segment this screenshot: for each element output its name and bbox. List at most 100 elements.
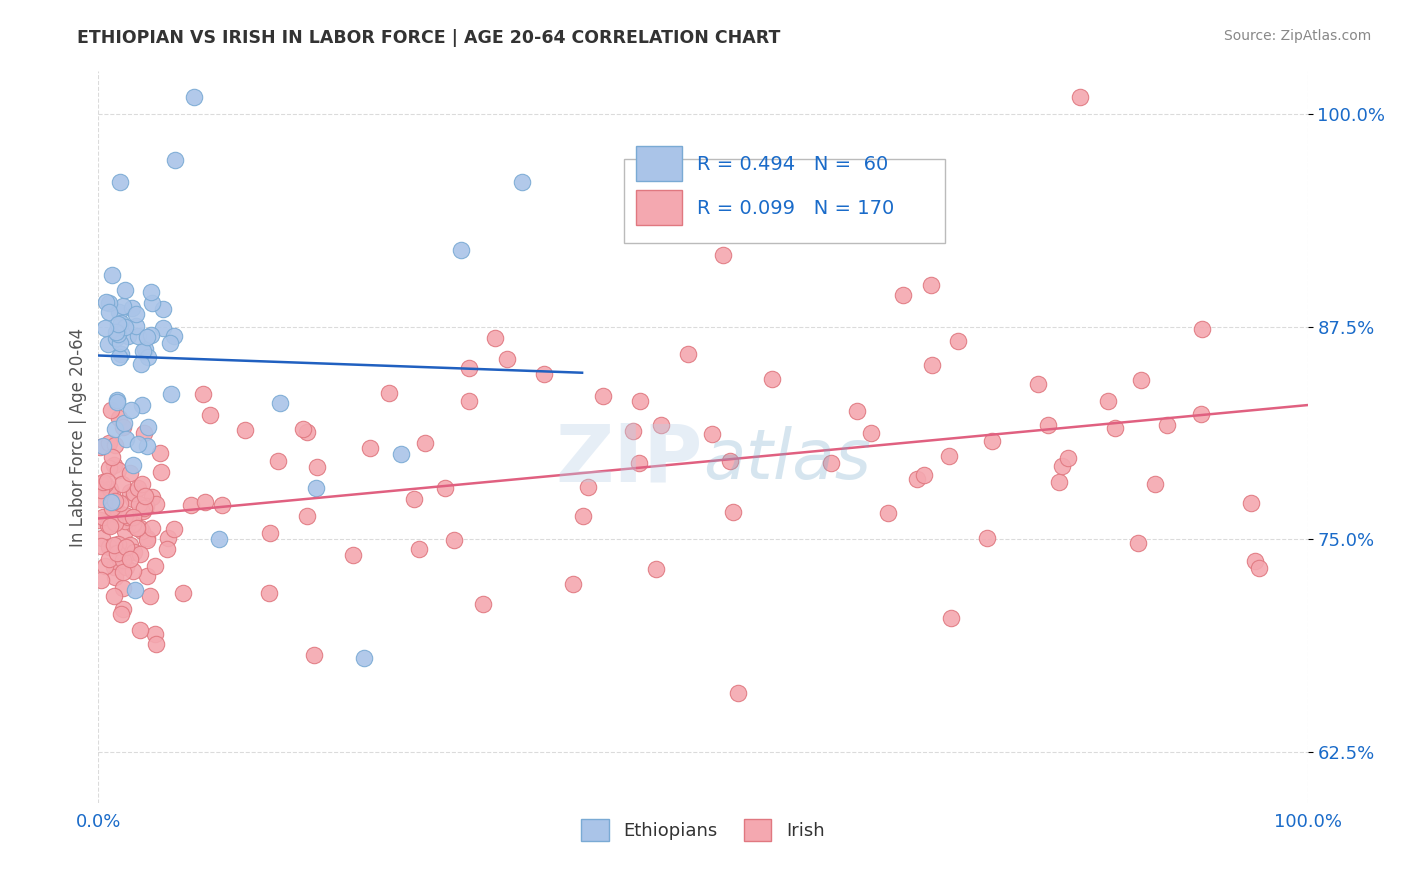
- Point: [353, 651, 375, 665]
- Point: [112, 581, 135, 595]
- Point: [120, 402, 142, 417]
- Point: [103, 458, 125, 473]
- Point: [107, 556, 129, 570]
- Point: [129, 520, 152, 534]
- Point: [267, 453, 290, 467]
- Point: [111, 420, 134, 434]
- Point: [129, 624, 152, 638]
- Point: [194, 495, 217, 509]
- Point: [291, 422, 314, 436]
- Point: [105, 331, 128, 345]
- Point: [98, 304, 121, 318]
- Point: [97, 337, 120, 351]
- Point: [110, 316, 132, 330]
- Point: [89, 477, 111, 491]
- Point: [127, 481, 149, 495]
- Point: [125, 318, 148, 333]
- Point: [107, 351, 129, 365]
- Point: [434, 481, 457, 495]
- Point: [111, 299, 134, 313]
- Point: [135, 533, 157, 548]
- Point: [1126, 536, 1149, 550]
- Point: [122, 564, 145, 578]
- Point: [104, 422, 127, 436]
- Point: [149, 466, 172, 480]
- Point: [98, 483, 121, 497]
- Point: [980, 434, 1002, 448]
- Point: [100, 495, 122, 509]
- Point: [110, 607, 132, 622]
- FancyBboxPatch shape: [637, 146, 682, 181]
- Point: [1097, 393, 1119, 408]
- Point: [132, 504, 155, 518]
- Point: [211, 498, 233, 512]
- Point: [165, 153, 187, 167]
- Point: [1247, 560, 1270, 574]
- Point: [131, 398, 153, 412]
- Point: [131, 524, 153, 538]
- Point: [101, 496, 124, 510]
- Point: [105, 392, 128, 407]
- Point: [472, 597, 495, 611]
- Point: [110, 347, 132, 361]
- Point: [107, 326, 129, 341]
- Point: [97, 461, 120, 475]
- Point: [134, 489, 156, 503]
- Point: [845, 404, 868, 418]
- Point: [129, 548, 152, 562]
- Point: [94, 321, 117, 335]
- Point: [97, 517, 120, 532]
- Point: [259, 585, 281, 599]
- Point: [108, 175, 131, 189]
- Point: [711, 248, 734, 262]
- Point: [132, 343, 155, 358]
- Point: [1240, 496, 1263, 510]
- Point: [305, 481, 328, 495]
- Point: [96, 474, 118, 488]
- Point: [676, 347, 699, 361]
- Point: [139, 589, 162, 603]
- Point: [128, 497, 150, 511]
- Point: [198, 408, 221, 422]
- Point: [1104, 420, 1126, 434]
- Point: [112, 416, 135, 430]
- Point: [100, 402, 122, 417]
- Point: [359, 441, 381, 455]
- Point: [627, 456, 650, 470]
- Point: [141, 296, 163, 310]
- Point: [413, 436, 436, 450]
- Point: [484, 331, 506, 345]
- Point: [976, 531, 998, 545]
- Point: [1069, 90, 1091, 104]
- Point: [1130, 373, 1153, 387]
- Point: [89, 539, 111, 553]
- Point: [402, 491, 425, 506]
- Point: [342, 549, 364, 563]
- Point: [718, 453, 741, 467]
- Point: [457, 361, 479, 376]
- Point: [117, 510, 139, 524]
- Point: [120, 467, 142, 481]
- Point: [561, 577, 583, 591]
- Point: [727, 686, 749, 700]
- Point: [120, 537, 142, 551]
- Point: [269, 396, 291, 410]
- Point: [156, 542, 179, 557]
- Point: [125, 307, 148, 321]
- Point: [259, 525, 281, 540]
- Point: [877, 506, 900, 520]
- Point: [114, 560, 136, 574]
- Point: [93, 475, 115, 489]
- Point: [938, 449, 960, 463]
- Point: [723, 505, 745, 519]
- Point: [122, 485, 145, 500]
- Point: [103, 590, 125, 604]
- Point: [105, 506, 128, 520]
- Point: [939, 611, 962, 625]
- Point: [120, 485, 142, 500]
- Point: [208, 532, 231, 546]
- Point: [820, 456, 842, 470]
- FancyBboxPatch shape: [624, 159, 945, 244]
- Point: [124, 583, 146, 598]
- Text: ZIP: ZIP: [555, 420, 703, 498]
